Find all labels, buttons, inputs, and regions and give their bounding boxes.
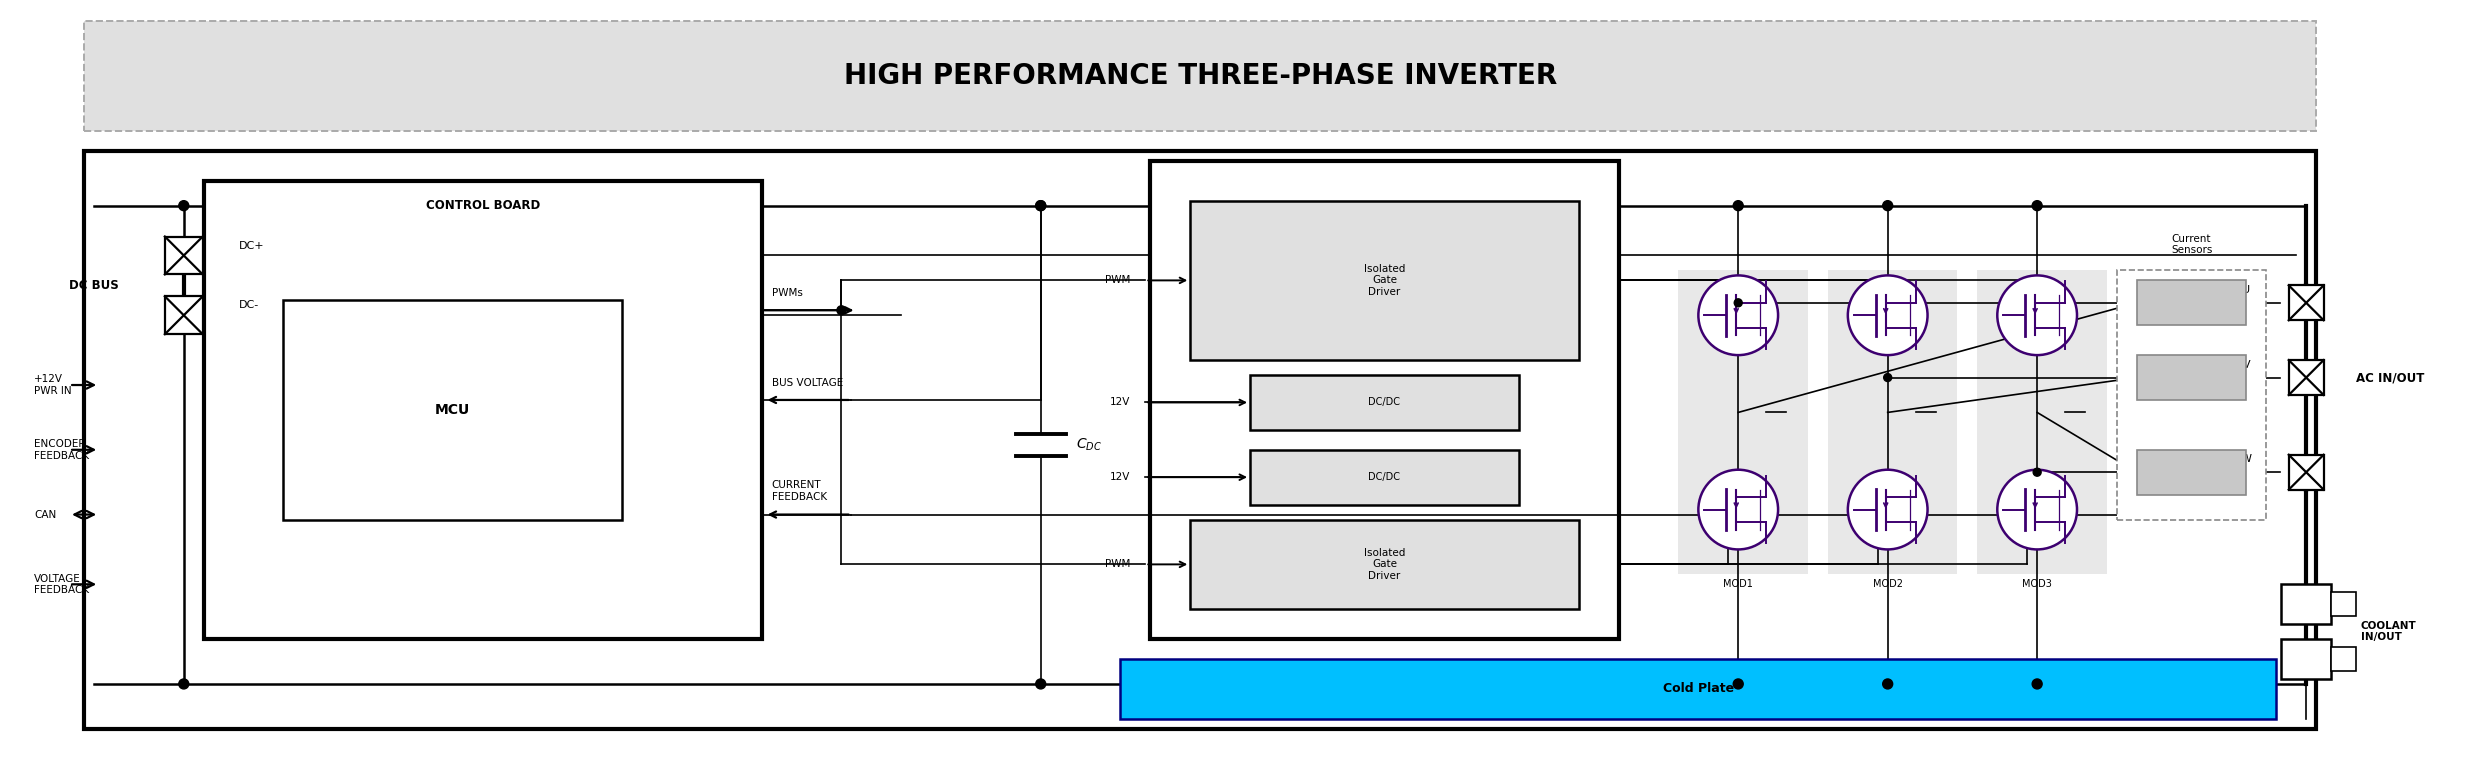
Bar	[84, 21, 2316, 131]
Circle shape	[1882, 200, 1892, 211]
Circle shape	[2034, 468, 2041, 477]
Text: DC-: DC-	[238, 300, 258, 310]
Text: Isolated
Gate
Driver: Isolated Gate Driver	[1364, 264, 1406, 297]
Circle shape	[836, 306, 846, 315]
Text: Current
Sensors: Current Sensors	[2170, 234, 2212, 256]
Text: 12V: 12V	[1111, 472, 1131, 482]
Text: MCU: MCU	[434, 403, 471, 417]
Text: W: W	[2242, 454, 2252, 464]
Circle shape	[1996, 470, 2078, 549]
Text: $C_{DC}$: $C_{DC}$	[1076, 437, 1101, 453]
Text: DC/DC: DC/DC	[1369, 472, 1401, 482]
Text: CURRENT
FEEDBACK: CURRENT FEEDBACK	[771, 480, 826, 502]
Text: 12V: 12V	[1111, 398, 1131, 407]
Text: COOLANT
IN/OUT: COOLANT IN/OUT	[2361, 621, 2416, 643]
Bar	[2138, 280, 2247, 325]
Bar	[2118, 271, 2267, 519]
Text: +12V
PWR IN: +12V PWR IN	[35, 374, 72, 395]
Circle shape	[1885, 374, 1892, 381]
Bar	[2138, 450, 2247, 495]
Text: VOLTAGE
FEEDBACK: VOLTAGE FEEDBACK	[35, 573, 89, 595]
Bar	[2289, 360, 2324, 395]
Text: MOD1: MOD1	[1724, 580, 1753, 590]
Circle shape	[1699, 275, 1778, 355]
Bar	[2331, 592, 2356, 616]
Bar	[1121, 659, 2277, 719]
Bar	[1250, 450, 1520, 505]
Bar	[1151, 161, 1619, 639]
Text: PWM: PWM	[1106, 275, 1131, 285]
Text: U: U	[2242, 285, 2249, 295]
Circle shape	[1037, 679, 1047, 689]
Bar	[2138, 355, 2247, 400]
Text: MOD2: MOD2	[1872, 580, 1902, 590]
Circle shape	[1734, 299, 1743, 307]
Circle shape	[1996, 275, 2078, 355]
Bar	[2289, 455, 2324, 490]
Text: HIGH PERFORMANCE THREE-PHASE INVERTER: HIGH PERFORMANCE THREE-PHASE INVERTER	[843, 62, 1557, 90]
Text: CONTROL BOARD: CONTROL BOARD	[427, 199, 541, 212]
Bar	[2282, 584, 2331, 624]
Bar	[1679, 271, 1808, 574]
Circle shape	[1882, 679, 1892, 689]
Text: AC IN/OUT: AC IN/OUT	[2356, 371, 2425, 384]
Circle shape	[2031, 200, 2041, 211]
Circle shape	[1699, 470, 1778, 549]
Bar	[164, 296, 203, 334]
Text: DC BUS: DC BUS	[69, 279, 119, 292]
Bar	[84, 151, 2316, 729]
Bar	[164, 236, 203, 275]
Circle shape	[1848, 470, 1927, 549]
Text: Isolated
Gate
Driver: Isolated Gate Driver	[1364, 548, 1406, 581]
Circle shape	[1734, 679, 1743, 689]
Circle shape	[179, 200, 188, 211]
Text: ENCODER
FEEDBACK: ENCODER FEEDBACK	[35, 439, 89, 460]
Bar	[2282, 639, 2331, 679]
Bar	[1250, 375, 1520, 430]
Bar	[2289, 285, 2324, 321]
Text: MOD3: MOD3	[2021, 580, 2051, 590]
Text: BUS VOLTAGE: BUS VOLTAGE	[771, 378, 843, 388]
Text: Cold Plate: Cold Plate	[1662, 682, 1734, 696]
Circle shape	[2031, 679, 2041, 689]
Text: DC+: DC+	[238, 240, 265, 250]
Bar	[1977, 271, 2108, 574]
Circle shape	[179, 679, 188, 689]
Bar	[1190, 519, 1580, 609]
Circle shape	[1734, 200, 1743, 211]
Text: PWM: PWM	[1106, 559, 1131, 569]
Bar	[1828, 271, 1957, 574]
Bar	[203, 181, 761, 639]
Bar	[283, 300, 622, 519]
Circle shape	[1037, 200, 1047, 211]
Circle shape	[1037, 200, 1047, 211]
Text: DC/DC: DC/DC	[1369, 398, 1401, 407]
Bar	[2331, 647, 2356, 671]
Circle shape	[1848, 275, 1927, 355]
Text: PWMs: PWMs	[771, 289, 804, 298]
Bar	[1190, 200, 1580, 360]
Text: CAN: CAN	[35, 509, 57, 519]
Text: V: V	[2242, 360, 2249, 370]
